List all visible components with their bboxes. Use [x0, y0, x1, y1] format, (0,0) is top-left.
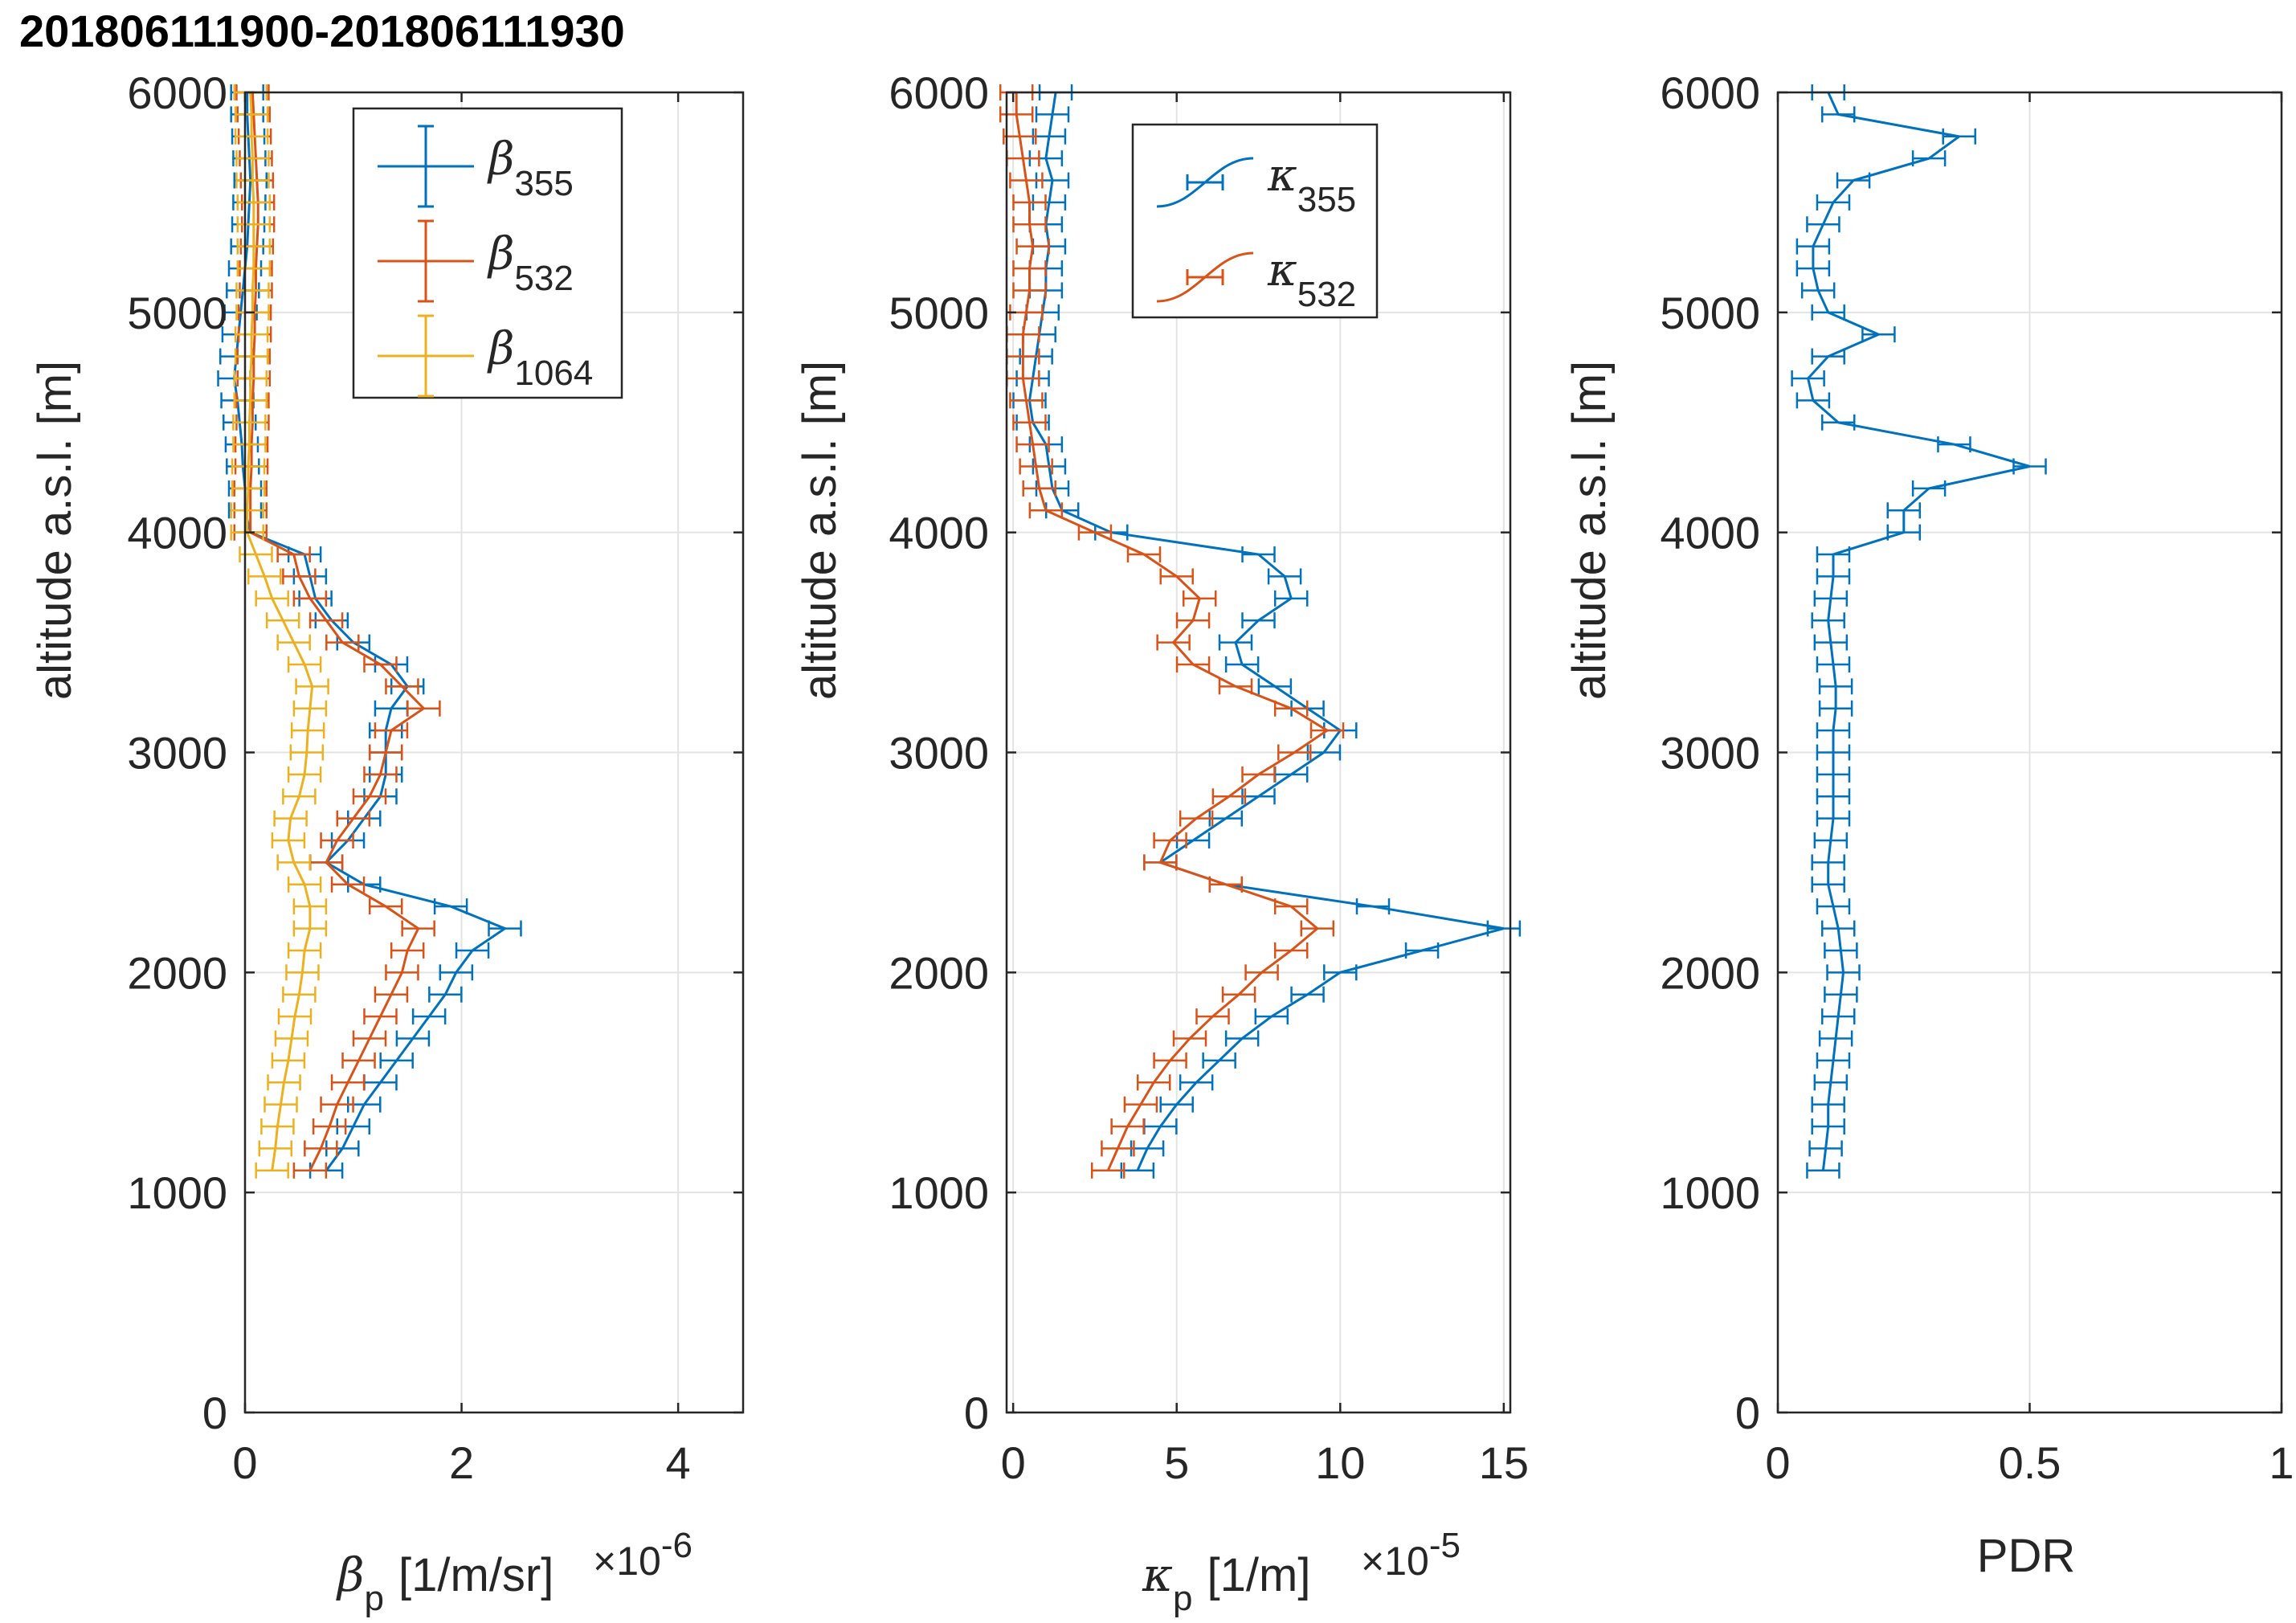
backscatter-series-532-line: [249, 92, 426, 1171]
legend-entry-355-symbol: κ: [1267, 149, 1297, 202]
extinction-x-tick-label: 5: [1164, 1437, 1189, 1488]
legend-entry-532-symbol: β: [487, 228, 514, 280]
backscatter-y-tick-label: 4000: [127, 508, 227, 558]
backscatter-y-axis-label: altitude a.s.l. [m]: [29, 361, 81, 700]
pdr-y-tick-label: 1000: [1660, 1167, 1760, 1218]
legend-entry-532-symbol: κ: [1267, 244, 1297, 296]
pdr-y-tick-label: 2000: [1660, 947, 1760, 998]
legend-entry-1064-label: β1064: [487, 323, 593, 393]
extinction-exponent: ×10-5: [1361, 1526, 1461, 1584]
legend-entry-532-label: β532: [487, 228, 574, 298]
legend-entry-1064-symbol: β: [487, 323, 514, 375]
backscatter-y-tick-label: 0: [202, 1388, 227, 1438]
pdr-y-tick-label: 0: [1735, 1388, 1760, 1438]
extinction-y-tick-label: 4000: [889, 508, 989, 558]
extinction-y-axis-label: altitude a.s.l. [m]: [794, 361, 846, 700]
backscatter-x-tick-label: 2: [449, 1437, 474, 1488]
backscatter-y-tick-label: 3000: [127, 728, 227, 779]
pdr-series-pdr-line: [1806, 92, 2030, 1171]
chart-title: 201806111900-201806111930: [19, 6, 625, 56]
legend-entry-355-subscript: 355: [1297, 180, 1356, 219]
extinction-y-tick-label: 0: [964, 1388, 989, 1438]
x-symbol: β: [336, 1547, 365, 1602]
pdr-y-tick-label: 4000: [1660, 508, 1760, 558]
legend-entry-532-subscript: 532: [514, 259, 573, 298]
legend-entry-1064-subscript: 1064: [514, 354, 593, 393]
x-symbol: κ: [1142, 1547, 1173, 1602]
exponent-base: ×10: [1361, 1539, 1429, 1584]
legend-box: [1131, 123, 1379, 319]
backscatter-x-tick-label: 4: [666, 1437, 691, 1488]
pdr-y-tick-label: 5000: [1660, 288, 1760, 338]
backscatter-y-tick-label: 6000: [127, 67, 227, 118]
backscatter-x-axis-label: βp [1/m/sr]: [336, 1547, 554, 1618]
pdr-panel: 0 0.5 1 0 1000 2000 3000 4000 5000 6000: [1660, 67, 2294, 1488]
pdr-y-tick-label: 3000: [1660, 728, 1760, 779]
x-subscript: p: [1173, 1579, 1192, 1618]
legend-entry-355-label: κ355: [1267, 149, 1356, 219]
extinction-y-tick-label: 5000: [889, 288, 989, 338]
pdr-y-tick-label: 6000: [1660, 67, 1760, 118]
extinction-y-tick-label: 2000: [889, 947, 989, 998]
legend-entry-355-label: β355: [487, 133, 574, 203]
pdr-x-tick-label: 0: [1765, 1437, 1790, 1488]
pdr-y-axis-label: altitude a.s.l. [m]: [1563, 361, 1616, 700]
legend-box: [352, 107, 623, 399]
extinction-series-532-line: [1015, 92, 1330, 1171]
extinction-y-tick-label: 1000: [889, 1167, 989, 1218]
exponent-power: -6: [661, 1526, 692, 1565]
legend-entry-532-subscript: 532: [1297, 275, 1356, 314]
legend-entry-355-symbol: β: [487, 133, 514, 186]
backscatter-y-tick-label: 1000: [127, 1167, 227, 1218]
extinction-y-tick-label: 6000: [889, 67, 989, 118]
extinction-y-tick-label: 3000: [889, 728, 989, 779]
extinction-x-tick-label: 10: [1315, 1437, 1365, 1488]
x-subscript: p: [365, 1579, 384, 1618]
backscatter-y-tick-label: 5000: [127, 288, 227, 338]
backscatter-panel: 0 2 4 0 1000 2000 3000 4000 5000 6000: [127, 67, 745, 1488]
pdr-x-axis-label: PDR: [1977, 1530, 2075, 1582]
pdr-x-tick-label: 0.5: [1999, 1437, 2061, 1488]
legend-entry-532-label: κ532: [1267, 244, 1356, 314]
exponent-base: ×10: [593, 1539, 661, 1584]
backscatter-y-tick-label: 2000: [127, 947, 227, 998]
x-unit: [1/m]: [1207, 1549, 1311, 1601]
legend-entry-355-subscript: 355: [514, 164, 573, 203]
pdr-x-tick-label: 1: [2269, 1437, 2294, 1488]
x-unit: [1/m/sr]: [398, 1549, 554, 1601]
backscatter-exponent: ×10-6: [593, 1526, 692, 1584]
extinction-x-tick-label: 0: [1001, 1437, 1026, 1488]
backscatter-x-tick-label: 0: [232, 1437, 257, 1488]
extinction-x-axis-label: κp [1/m]: [1142, 1547, 1310, 1618]
extinction-panel: 0 5 10 15 0 1000 2000 3000 4000 5000 6000: [889, 67, 1529, 1488]
exponent-power: -5: [1429, 1526, 1461, 1565]
extinction-x-tick-label: 15: [1479, 1437, 1529, 1488]
backscatter-series-1064-line: [246, 92, 314, 1171]
